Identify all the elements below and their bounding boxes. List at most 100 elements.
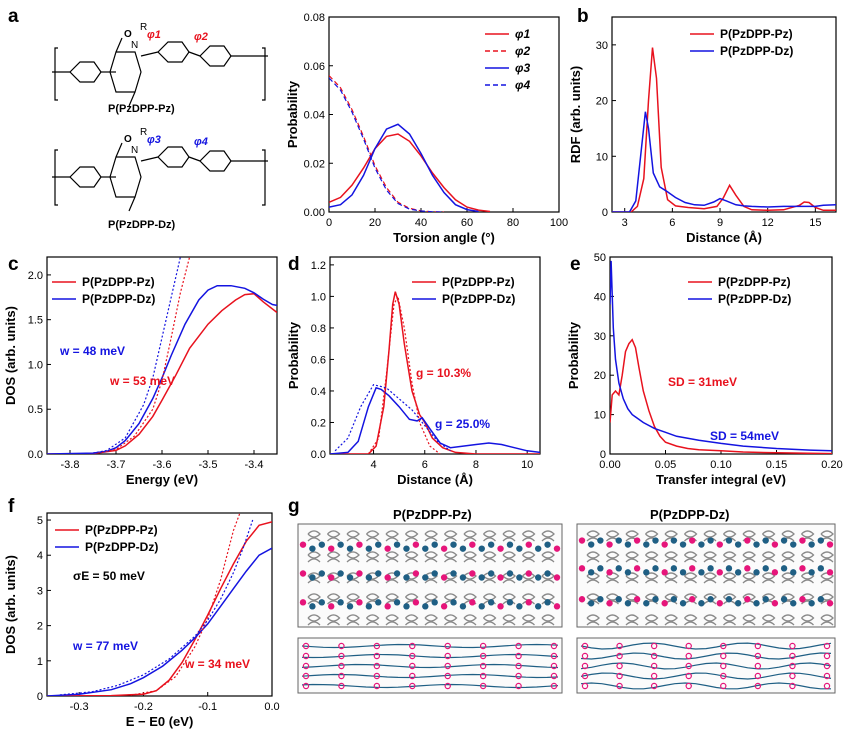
backbone-atom	[356, 541, 363, 548]
x-tick-label: 20	[369, 217, 381, 229]
pyrazine-ring	[69, 61, 102, 83]
x-tick-label: 0.00	[599, 459, 620, 471]
backbone-atom	[506, 570, 514, 577]
dpp-unit	[650, 652, 658, 660]
annotation: g = 10.3%	[416, 366, 471, 380]
x-axis-label: E − E0 (eV)	[126, 714, 194, 729]
backbone-atom	[337, 541, 344, 548]
backbone-atom	[516, 574, 523, 581]
dpp-unit	[373, 672, 381, 680]
side-chain	[346, 530, 360, 542]
backbone-atom	[799, 565, 806, 572]
annotation: σE = 50 meV	[73, 569, 145, 583]
dpp-unit	[616, 682, 623, 690]
backbone-atom	[817, 565, 825, 572]
backbone-atom	[497, 545, 504, 552]
dpp-unit	[581, 662, 589, 670]
dpp-unit	[302, 682, 310, 690]
dpp-unit	[789, 662, 796, 670]
side-chain	[463, 530, 477, 542]
backbone-atom	[469, 599, 476, 606]
y-tick-label: 40	[594, 291, 606, 303]
backbone-atom	[808, 569, 815, 576]
dpp-unit	[789, 672, 796, 680]
backbone-atom	[553, 574, 561, 581]
backbone-chain	[580, 642, 832, 650]
backbone-atom	[375, 599, 382, 606]
panel-letter-c: c	[8, 254, 19, 275]
side-chain	[385, 551, 399, 563]
annotation: SD = 54meV	[710, 429, 779, 443]
backbone-atom	[790, 569, 797, 576]
x-axis-label: Distance (Å)	[397, 472, 473, 487]
backbone-chain	[580, 662, 832, 670]
backbone-atom	[734, 541, 742, 548]
dpp-unit	[789, 642, 796, 650]
backbone-atom	[487, 599, 495, 606]
x-tick-label: -3.7	[107, 459, 126, 471]
side-chain	[385, 614, 399, 626]
side-chain	[502, 530, 516, 542]
side-chain	[346, 551, 360, 563]
dpp-unit	[823, 662, 831, 670]
backbone-atom	[707, 537, 714, 544]
backbone-atom	[753, 600, 760, 607]
side-chain	[820, 572, 834, 584]
annotation: w = 48 meV	[59, 344, 125, 358]
backbone-atom	[808, 541, 815, 548]
backbone-atom	[375, 541, 382, 548]
legend-label: P(PzDPP-Pz)	[718, 275, 791, 289]
y-tick-label: 2	[37, 621, 43, 633]
series-line-p-pzdpp-pz-	[612, 47, 836, 212]
y-tick-label: 1.0	[28, 359, 43, 371]
dpp-unit	[685, 672, 692, 680]
y-tick-label: 20	[596, 96, 608, 108]
backbone-atom	[633, 537, 641, 544]
backbone-atom	[459, 545, 467, 552]
dpp-unit	[823, 652, 831, 660]
side-chain	[684, 572, 698, 584]
y-axis-label: DOS (arb. units)	[3, 555, 18, 654]
side-chain	[723, 551, 737, 563]
panel-letter-b: b	[577, 6, 589, 27]
backbone-atom	[597, 537, 604, 544]
backbone-atom	[356, 570, 363, 577]
backbone-atom	[817, 596, 825, 603]
plot-frame	[46, 512, 273, 697]
dpp-unit	[444, 662, 451, 670]
side-chain	[405, 530, 419, 542]
legend-label: φ3	[515, 61, 530, 75]
backbone-atom	[469, 570, 476, 577]
y-tick-label: 0.4	[311, 386, 326, 398]
backbone-chain	[301, 653, 559, 659]
backbone-atom	[826, 600, 834, 607]
backbone-atom	[679, 541, 687, 548]
backbone-atom	[744, 596, 751, 603]
side-chain	[366, 551, 380, 563]
backbone-atom	[771, 541, 779, 548]
backbone-chain	[301, 663, 559, 669]
backbone-atom	[762, 596, 769, 603]
side-chain	[586, 614, 600, 626]
x-tick-label: -3.8	[61, 459, 80, 471]
backbone-atom	[734, 569, 742, 576]
series-line-dz-fit	[92, 257, 181, 454]
carbonyl-bottom	[128, 91, 136, 107]
side-chain	[762, 572, 776, 584]
y-tick-label: 0.00	[304, 207, 325, 219]
snapshot-panel: g P(PzDPP-Pz) P(PzDPP-Dz)	[288, 496, 836, 694]
series-line-dz-fit	[59, 519, 254, 696]
backbone-atom	[328, 574, 335, 581]
backbone-atom	[670, 565, 678, 572]
backbone-atom	[365, 545, 373, 552]
backbone-atom	[826, 541, 834, 548]
backbone-atom	[412, 570, 420, 577]
dpp-unit	[444, 672, 451, 680]
backbone-atom	[346, 545, 354, 552]
legend-label: P(PzDPP-Dz)	[85, 540, 158, 554]
side-chain	[723, 614, 737, 626]
side-chain	[405, 614, 419, 626]
dpp-unit	[581, 672, 589, 680]
series-line-p-pzdpp-dz-	[330, 386, 540, 454]
side-chain	[385, 530, 399, 542]
